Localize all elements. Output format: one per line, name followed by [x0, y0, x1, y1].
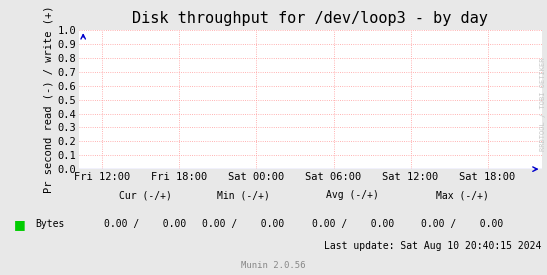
- Text: Max (-/+): Max (-/+): [436, 190, 488, 200]
- Text: Min (-/+): Min (-/+): [217, 190, 270, 200]
- Y-axis label: Pr second read (-) / write (+): Pr second read (-) / write (+): [44, 6, 54, 193]
- Text: 0.00 /    0.00: 0.00 / 0.00: [421, 219, 503, 229]
- Text: 0.00 /    0.00: 0.00 / 0.00: [312, 219, 394, 229]
- Text: Last update: Sat Aug 10 20:40:15 2024: Last update: Sat Aug 10 20:40:15 2024: [324, 241, 542, 251]
- Text: Avg (-/+): Avg (-/+): [327, 190, 379, 200]
- Text: 0.00 /    0.00: 0.00 / 0.00: [202, 219, 284, 229]
- Text: Cur (-/+): Cur (-/+): [119, 190, 171, 200]
- Title: Disk throughput for /dev/loop3 - by day: Disk throughput for /dev/loop3 - by day: [132, 11, 488, 26]
- Text: Bytes: Bytes: [36, 219, 65, 229]
- Text: Munin 2.0.56: Munin 2.0.56: [241, 261, 306, 270]
- Text: RRDTOOL / TOBI OETIKER: RRDTOOL / TOBI OETIKER: [540, 58, 546, 151]
- Text: ■: ■: [14, 218, 25, 231]
- Text: 0.00 /    0.00: 0.00 / 0.00: [104, 219, 186, 229]
